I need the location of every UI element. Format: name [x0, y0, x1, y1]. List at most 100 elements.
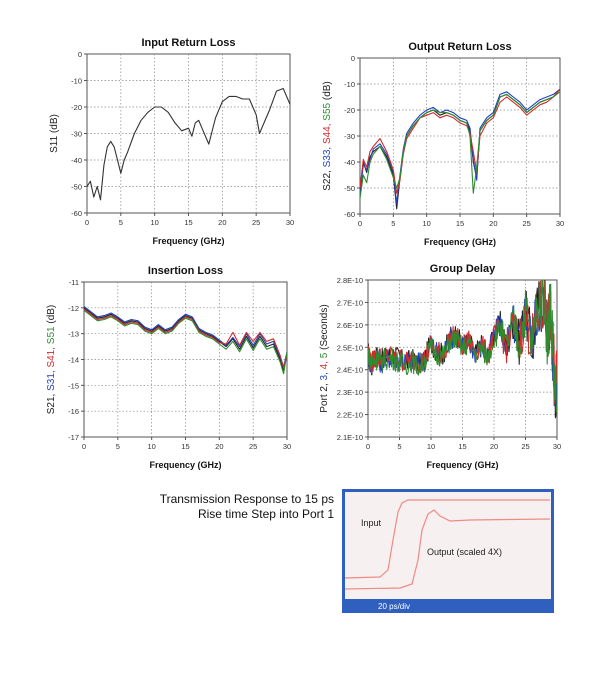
y-tick-label: -11	[69, 278, 79, 287]
y-tick-label: 2.5E-10	[337, 343, 363, 352]
x-tick-label: 30	[286, 218, 294, 227]
series-line-main	[87, 87, 290, 201]
x-tick-label: 25	[522, 219, 530, 228]
x-axis-label: Frequency (GHz)	[152, 236, 224, 246]
x-tick-label: 15	[456, 219, 464, 228]
step-response-panel: 20 ps/div Input Output (scaled 4X)	[342, 489, 554, 613]
x-tick-label: 0	[366, 442, 370, 451]
y-tick-label: -20	[71, 103, 82, 112]
x-tick-label: 30	[556, 219, 564, 228]
y-axis-label-part: 5	[319, 352, 330, 358]
x-tick-label: 30	[553, 442, 561, 451]
chart-title: Input Return Loss	[141, 37, 235, 49]
input-trace	[344, 499, 550, 579]
y-axis-label: Port 2, 3, 4, 5 (Seconds)	[319, 304, 330, 412]
y-axis-label-part: S51	[46, 326, 57, 344]
chart-title: Output Return Loss	[408, 41, 511, 53]
x-tick-label: 5	[119, 218, 123, 227]
y-tick-label: -14	[68, 356, 79, 365]
y-tick-label: -17	[68, 433, 79, 442]
x-tick-label: 25	[249, 442, 257, 451]
x-tick-label: 25	[521, 442, 529, 451]
step-caption-line1: Transmission Response to 15 ps	[159, 492, 334, 506]
x-tick-label: 15	[181, 442, 189, 451]
y-axis-label-part: 4,	[319, 358, 330, 369]
x-tick-label: 20	[490, 442, 498, 451]
y-tick-label: -30	[71, 130, 82, 139]
series-line-port-4	[368, 280, 557, 405]
step-scale-label: 20 ps/div	[378, 602, 410, 611]
series-group	[368, 280, 557, 419]
x-tick-label: 5	[116, 442, 120, 451]
x-tick-label: 0	[82, 442, 86, 451]
y-tick-label: 0	[351, 54, 355, 63]
y-tick-label: 2.1E-10	[337, 433, 363, 442]
step-screen	[345, 492, 551, 599]
series-group	[360, 88, 560, 210]
chart-irl: 0 5 10 15 20 25 30 0 -10 -20 -30 -40 -50 -60 Input Ret…	[49, 37, 294, 246]
x-tick-label: 20	[215, 442, 223, 451]
x-tick-label: 10	[427, 442, 435, 451]
chart-orl: 0 5 10 15 20 25 30 0 -10 -20 -30 -40 -50 -60 Output Re…	[322, 41, 564, 247]
y-tick-label: 2.4E-10	[337, 366, 363, 375]
series-group	[84, 306, 287, 375]
series-line-s51	[84, 309, 287, 375]
y-tick-label: -40	[71, 156, 82, 165]
y-tick-label: -40	[344, 158, 355, 167]
chart-il: 0 5 10 15 20 25 30 -11 -12 -13 -14 -15 -16 -17 Inserti…	[46, 265, 291, 470]
chart-title: Group Delay	[430, 263, 496, 275]
output-label: Output (scaled 4X)	[427, 547, 502, 557]
input-label: Input	[361, 518, 382, 528]
y-axis-label-part: S55	[322, 102, 333, 120]
y-tick-label: -50	[71, 183, 82, 192]
y-tick-label: -15	[68, 381, 79, 390]
x-tick-label: 0	[358, 219, 362, 228]
y-axis-label-part: S11 (dB)	[49, 114, 60, 153]
y-tick-label: 2.3E-10	[337, 388, 363, 397]
series-line-s31	[84, 306, 287, 368]
x-tick-label: 15	[458, 442, 466, 451]
x-tick-label: 20	[218, 218, 226, 227]
y-axis-label-part: S31,	[46, 368, 57, 391]
x-tick-label: 25	[252, 218, 260, 227]
x-axis-label: Frequency (GHz)	[426, 460, 498, 470]
y-tick-label: -60	[71, 209, 82, 218]
y-tick-label: -16	[68, 407, 79, 416]
output-trace	[344, 509, 551, 590]
y-axis-label: S21, S31, S41, S51 (dB)	[46, 305, 57, 415]
y-tick-label: 2.2E-10	[337, 411, 363, 420]
x-tick-label: 10	[147, 442, 155, 451]
series-line-port-5	[368, 280, 557, 413]
y-axis-label-part: S21,	[46, 391, 57, 414]
y-tick-label: -30	[344, 132, 355, 141]
y-tick-label: 2.8E-10	[337, 276, 363, 285]
y-tick-label: -13	[68, 330, 79, 339]
x-tick-label: 10	[150, 218, 158, 227]
y-tick-label: -60	[344, 210, 355, 219]
x-tick-label: 10	[422, 219, 430, 228]
x-axis-label: Frequency (GHz)	[149, 460, 221, 470]
chart-title: Insertion Loss	[148, 265, 223, 277]
y-tick-label: -50	[344, 184, 355, 193]
step-caption-line2: Rise time Step into Port 1	[197, 507, 334, 521]
series-line-s21	[84, 307, 287, 372]
series-line-s44	[360, 88, 560, 194]
x-tick-label: 5	[397, 442, 401, 451]
y-axis-label-part: S33,	[322, 144, 333, 167]
y-axis-label-part: S44,	[322, 121, 333, 144]
y-tick-label: 2.6E-10	[337, 321, 363, 330]
series-line-s33	[360, 88, 560, 205]
x-tick-label: 20	[489, 219, 497, 228]
series-line-s55	[360, 91, 560, 199]
y-tick-label: -12	[68, 304, 79, 313]
series-group	[87, 87, 290, 201]
x-axis-label: Frequency (GHz)	[424, 237, 496, 247]
y-axis-label: S22, S33, S44, S55 (dB)	[322, 81, 333, 191]
x-tick-label: 30	[283, 442, 291, 451]
y-axis-label-part: S22,	[322, 167, 333, 190]
y-tick-label: -10	[71, 77, 82, 86]
y-axis-label-part: (Seconds)	[319, 304, 330, 352]
y-axis-label: S11 (dB)	[49, 114, 60, 153]
